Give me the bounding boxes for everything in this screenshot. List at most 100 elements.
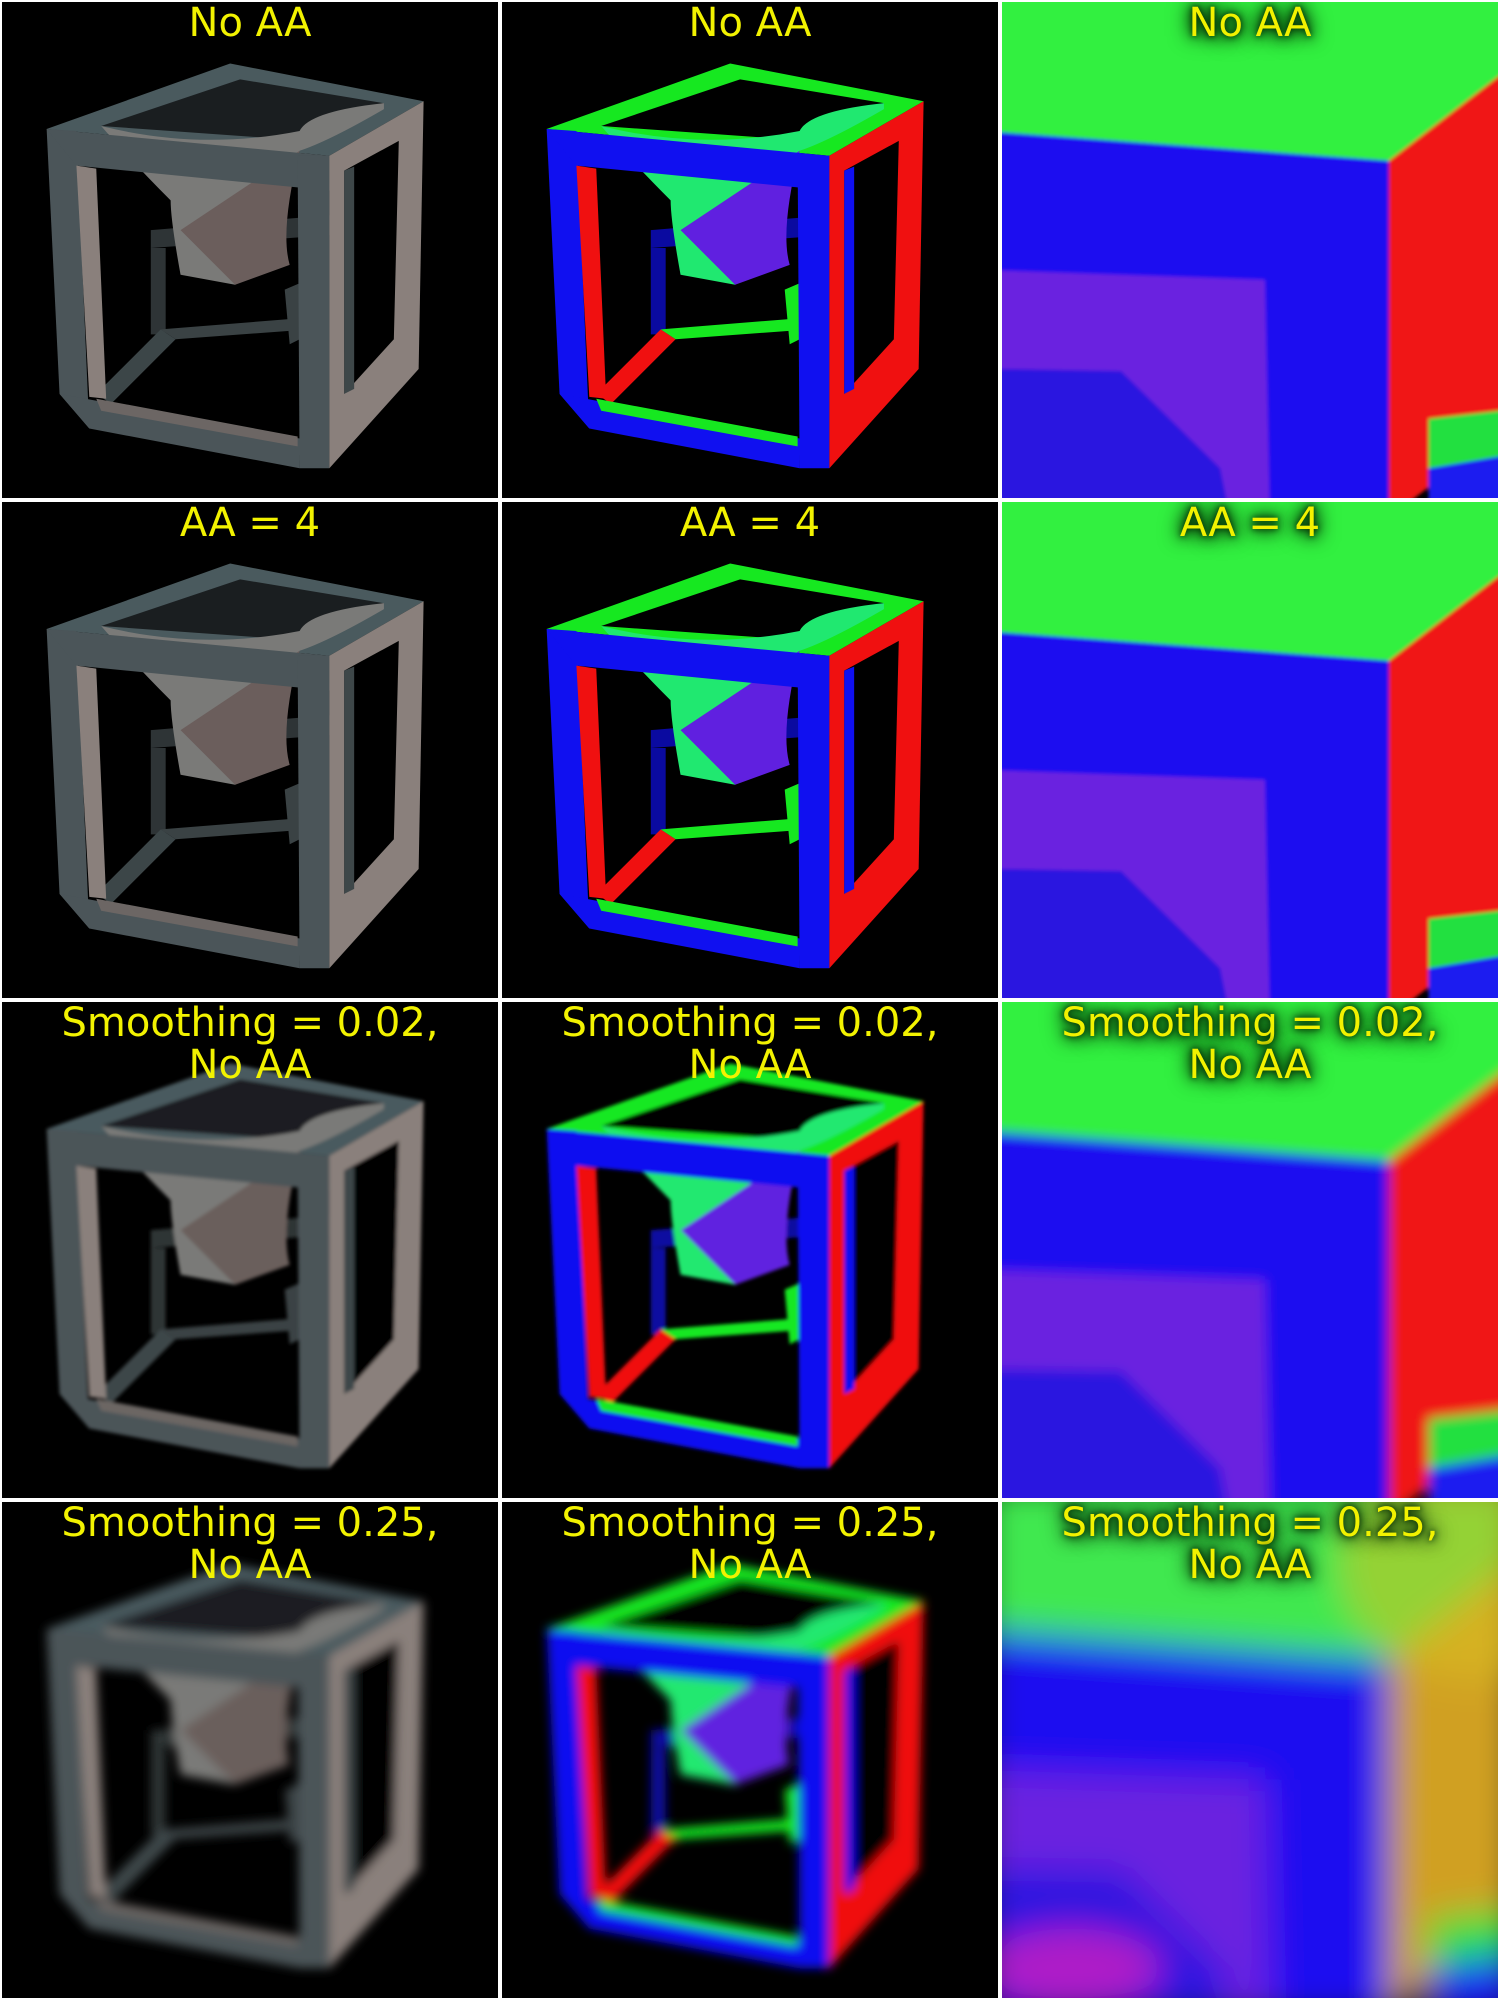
cube-inner-bottom-left-bar (96, 829, 176, 904)
cube-back-left-bar (150, 748, 166, 835)
cube-front-top-bar (546, 128, 830, 191)
cube-front-left-inner-edge (76, 1665, 107, 1899)
cube-front-bottom-inner-edge (96, 1898, 298, 1947)
cube-front-right-bar (297, 155, 330, 469)
close-up-corner (1002, 1002, 1498, 1498)
cube-back-left-bar (150, 1248, 166, 1335)
grey-shaded-cube (46, 1563, 424, 1969)
cube-inner-bottom-back-bar (660, 1817, 810, 1840)
panel-caption: Smoothing = 0.02, No AA (1061, 1002, 1439, 1088)
render-image (546, 63, 924, 469)
close-up-top-face (1002, 1002, 1498, 1161)
cube-right-opening-edge (844, 666, 855, 894)
cube-right-opening-edge (844, 166, 855, 394)
normal-colored-cube (546, 63, 924, 469)
grey-shaded-cube (46, 1063, 424, 1469)
render-image (546, 1063, 924, 1469)
panel-caption: Smoothing = 0.25, No AA (1061, 1502, 1439, 1588)
panel-caption: No AA (1188, 2, 1312, 46)
close-up-top-face (1002, 2, 1498, 161)
panel-caption: No AA (188, 2, 312, 46)
cube-front-right-bar (297, 1155, 330, 1469)
render-image (46, 563, 424, 969)
close-up-corner (1002, 502, 1498, 998)
cube-front-left-inner-edge (76, 1165, 107, 1399)
render-panel-smoothing-025-close-up: Smoothing = 0.25, No AA (1002, 1502, 1498, 1998)
cube-front-right-bar (797, 1655, 830, 1969)
cube-front-bottom-inner-edge (96, 398, 298, 447)
cube-front-top-bar (46, 128, 330, 191)
cube-front-top-bar (546, 1628, 830, 1691)
cube-right-opening (344, 640, 399, 894)
cube-inner-bottom-back-bar (160, 817, 310, 840)
close-up-lower-bar-side (1428, 456, 1498, 498)
cube-inner-bottom-back-bar (160, 317, 310, 340)
cube-right-opening (844, 140, 899, 394)
cube-right-opening-edge (344, 1666, 355, 1894)
cube-inner-bottom-back-bar (160, 1817, 310, 1840)
cube-front-left-inner-edge (576, 1165, 607, 1399)
cube-back-left-bar (150, 1748, 166, 1835)
render-image (46, 1063, 424, 1469)
cube-back-left-bar (650, 248, 666, 335)
cube-right-opening (844, 1640, 899, 1894)
render-image (1002, 2, 1498, 498)
render-panel-smoothing-002-normal-colored: Smoothing = 0.02, No AA (502, 1002, 998, 1498)
render-panel-aa-4-close-up: AA = 4 (1002, 502, 1498, 998)
grey-shaded-cube (46, 63, 424, 469)
close-up-yellow-blend (1339, 1502, 1498, 1681)
cube-inner-bottom-left-bar (96, 1829, 176, 1904)
cube-front-bottom-inner-edge (596, 1398, 798, 1447)
cube-front-left-inner-edge (576, 1665, 607, 1899)
close-up-lower-bar-side (1428, 956, 1498, 998)
cube-right-opening-edge (344, 666, 355, 894)
grey-shaded-cube (46, 563, 424, 969)
cube-right-opening (344, 140, 399, 394)
panel-caption: No AA (688, 2, 812, 46)
cube-front-top-bar (46, 628, 330, 691)
cube-front-bottom-inner-edge (96, 898, 298, 947)
close-up-inner-floor (1002, 869, 1227, 998)
cube-front-left-inner-edge (76, 665, 107, 899)
render-panel-no-aa-grey-shaded: No AA (2, 2, 498, 498)
cube-back-left-bar (150, 248, 166, 335)
cube-front-right-bar (797, 155, 830, 469)
cube-front-right-bar (297, 655, 330, 969)
normal-colored-cube (546, 1563, 924, 1969)
render-panel-smoothing-025-grey-shaded: Smoothing = 0.25, No AA (2, 1502, 498, 1998)
panel-caption: Smoothing = 0.02, No AA (561, 1002, 939, 1088)
cube-front-top-bar (546, 1128, 830, 1191)
render-image (1002, 1502, 1498, 1998)
cube-front-bottom-inner-edge (596, 398, 798, 447)
cube-inner-bottom-left-bar (596, 329, 676, 404)
render-image (1002, 502, 1498, 998)
cube-inner-bottom-back-bar (660, 317, 810, 340)
panel-caption: Smoothing = 0.02, No AA (61, 1002, 439, 1088)
render-image (46, 1563, 424, 1969)
panel-caption: Smoothing = 0.25, No AA (61, 1502, 439, 1588)
cube-front-left-inner-edge (576, 165, 607, 399)
panel-caption: AA = 4 (679, 502, 821, 546)
cube-front-bottom-inner-edge (596, 1898, 798, 1947)
cube-right-opening-edge (844, 1166, 855, 1394)
cube-front-top-bar (46, 1128, 330, 1191)
cube-front-bottom-inner-edge (96, 1398, 298, 1447)
render-panel-smoothing-002-close-up: Smoothing = 0.02, No AA (1002, 1002, 1498, 1498)
cube-back-left-bar (650, 748, 666, 835)
cube-inner-bottom-left-bar (596, 829, 676, 904)
cube-front-top-bar (546, 628, 830, 691)
render-image (1002, 1002, 1498, 1498)
cube-front-top-bar (46, 1628, 330, 1691)
panel-caption: Smoothing = 0.25, No AA (561, 1502, 939, 1588)
close-up-inner-floor (1002, 1369, 1227, 1498)
cube-right-opening-edge (344, 1166, 355, 1394)
close-up-inner-floor (1002, 369, 1227, 498)
cube-back-left-bar (650, 1248, 666, 1335)
cube-inner-bottom-left-bar (96, 329, 176, 404)
close-up-top-face (1002, 502, 1498, 661)
render-panel-smoothing-002-grey-shaded: Smoothing = 0.02, No AA (2, 1002, 498, 1498)
cube-front-right-bar (297, 1655, 330, 1969)
render-panel-aa-4-normal-colored: AA = 4 (502, 502, 998, 998)
cube-inner-bottom-left-bar (596, 1329, 676, 1404)
